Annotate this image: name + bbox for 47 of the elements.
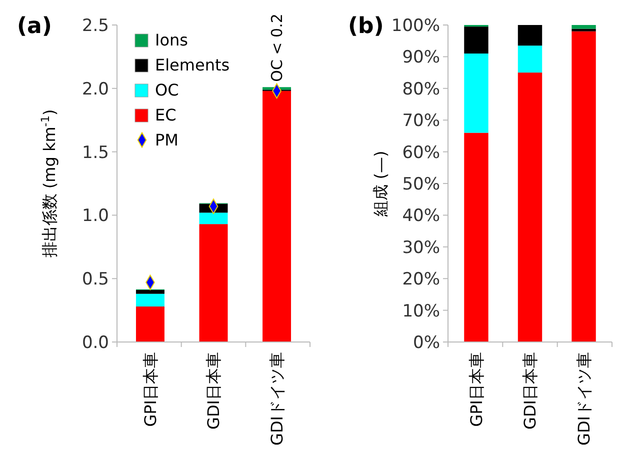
x-tick-label: GPI日本車 xyxy=(466,352,486,427)
bar xyxy=(136,290,164,294)
y-tick-label: 50% xyxy=(402,174,440,194)
y-tick-label: 100% xyxy=(391,16,440,36)
x-tick-label: GDI日本車 xyxy=(520,352,540,430)
y-tick-label: 40% xyxy=(402,206,440,226)
bar xyxy=(136,306,164,342)
chart-title: (a) xyxy=(17,14,52,39)
bar xyxy=(464,26,488,54)
bar xyxy=(572,31,596,342)
chart-title: (b) xyxy=(348,14,384,39)
y-tick-label: 2.0 xyxy=(82,79,109,100)
bar xyxy=(136,294,164,306)
x-tick-label: GDIドイツ車 xyxy=(574,352,594,446)
x-tick-label: GDIドイツ車 xyxy=(267,352,286,446)
bar xyxy=(518,25,542,46)
y-tick-label: 30% xyxy=(402,238,440,258)
y-tick-label: 0% xyxy=(413,332,440,353)
bar xyxy=(572,25,596,29)
y-tick-label: 1.0 xyxy=(82,206,109,226)
bar xyxy=(464,132,488,342)
y-tick-label: 70% xyxy=(402,111,440,132)
y-tick-label: 80% xyxy=(402,79,440,100)
y-tick-label: 20% xyxy=(402,270,440,290)
y-axis-title: 組成 (—) xyxy=(371,150,390,218)
bar xyxy=(518,46,542,73)
y-tick-label: 1.5 xyxy=(82,142,109,163)
legend-label: Elements xyxy=(155,56,230,75)
y-tick-label: 90% xyxy=(402,48,440,68)
y-tick-label: 60% xyxy=(402,142,440,163)
legend-label: Ions xyxy=(155,30,188,50)
bar xyxy=(199,212,228,224)
bar xyxy=(464,54,488,133)
legend-label: OC xyxy=(155,80,179,100)
legend-label: PM xyxy=(155,130,178,150)
bar xyxy=(572,28,596,32)
x-tick-label: GPI日本車 xyxy=(140,352,160,427)
bar xyxy=(262,90,292,342)
y-tick-label: 0.5 xyxy=(82,270,109,290)
bar xyxy=(518,72,542,342)
x-tick-label: GDI日本車 xyxy=(204,352,224,430)
y-tick-label: 2.5 xyxy=(82,16,109,36)
annotation: OC < 0.2 xyxy=(268,14,286,82)
y-tick-label: 0.0 xyxy=(82,332,109,353)
bar xyxy=(199,224,228,342)
legend-label: EC xyxy=(155,106,176,125)
y-tick-label: 10% xyxy=(402,301,440,322)
